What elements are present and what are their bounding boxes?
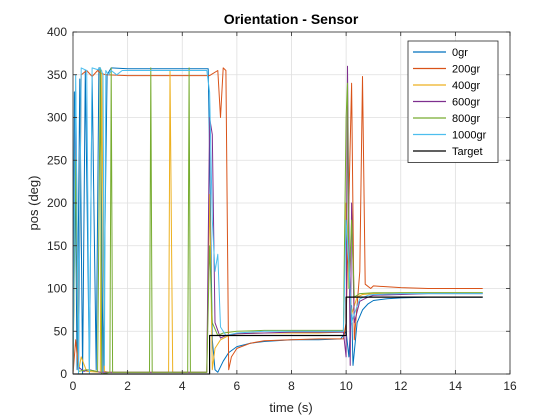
x-tick-label: 10 [339,379,353,393]
x-tick-label: 0 [70,379,77,393]
x-tick-label: 16 [503,379,517,393]
series-line-600gr [72,65,483,375]
legend-label-200gr: 200gr [452,64,480,76]
legend-label-800gr: 800gr [452,113,480,125]
y-tick-label: 200 [47,196,67,210]
y-tick-label: 50 [54,324,68,338]
x-axis-label: time (s) [269,400,312,415]
x-tick-label: 6 [234,379,241,393]
x-tick-label: 14 [449,379,463,393]
series-line-200gr [72,67,483,375]
x-tick-label: 8 [288,379,295,393]
y-tick-label: 100 [47,282,67,296]
legend-label-400gr: 400gr [452,80,480,92]
y-tick-label: 350 [47,68,67,82]
y-tick-label: 150 [47,239,67,253]
y-tick-label: 250 [47,153,67,167]
legend-label-0gr: 0gr [452,47,468,59]
ticks: 0 2 4 6 8 10 12 14 16 0 50 100 150 200 250 300 350 400 [47,25,517,393]
legend-label-1000gr: 1000gr [452,130,487,142]
x-tick-label: 12 [394,379,408,393]
x-tick-label: 2 [124,379,131,393]
grid [73,32,510,374]
y-tick-label: 400 [47,25,67,39]
y-tick-label: 300 [47,111,67,125]
legend-label-target: Target [452,146,483,158]
chart-title: Orientation - Sensor [224,11,359,27]
legend: 0gr 200gr 400gr 600gr 800gr 1000gr Target [407,40,499,163]
series-line-1000gr [72,67,483,375]
y-tick-label: 0 [60,367,67,381]
legend-label-600gr: 600gr [452,97,480,109]
x-tick-label: 4 [179,379,186,393]
y-axis-label: pos (deg) [26,176,41,231]
